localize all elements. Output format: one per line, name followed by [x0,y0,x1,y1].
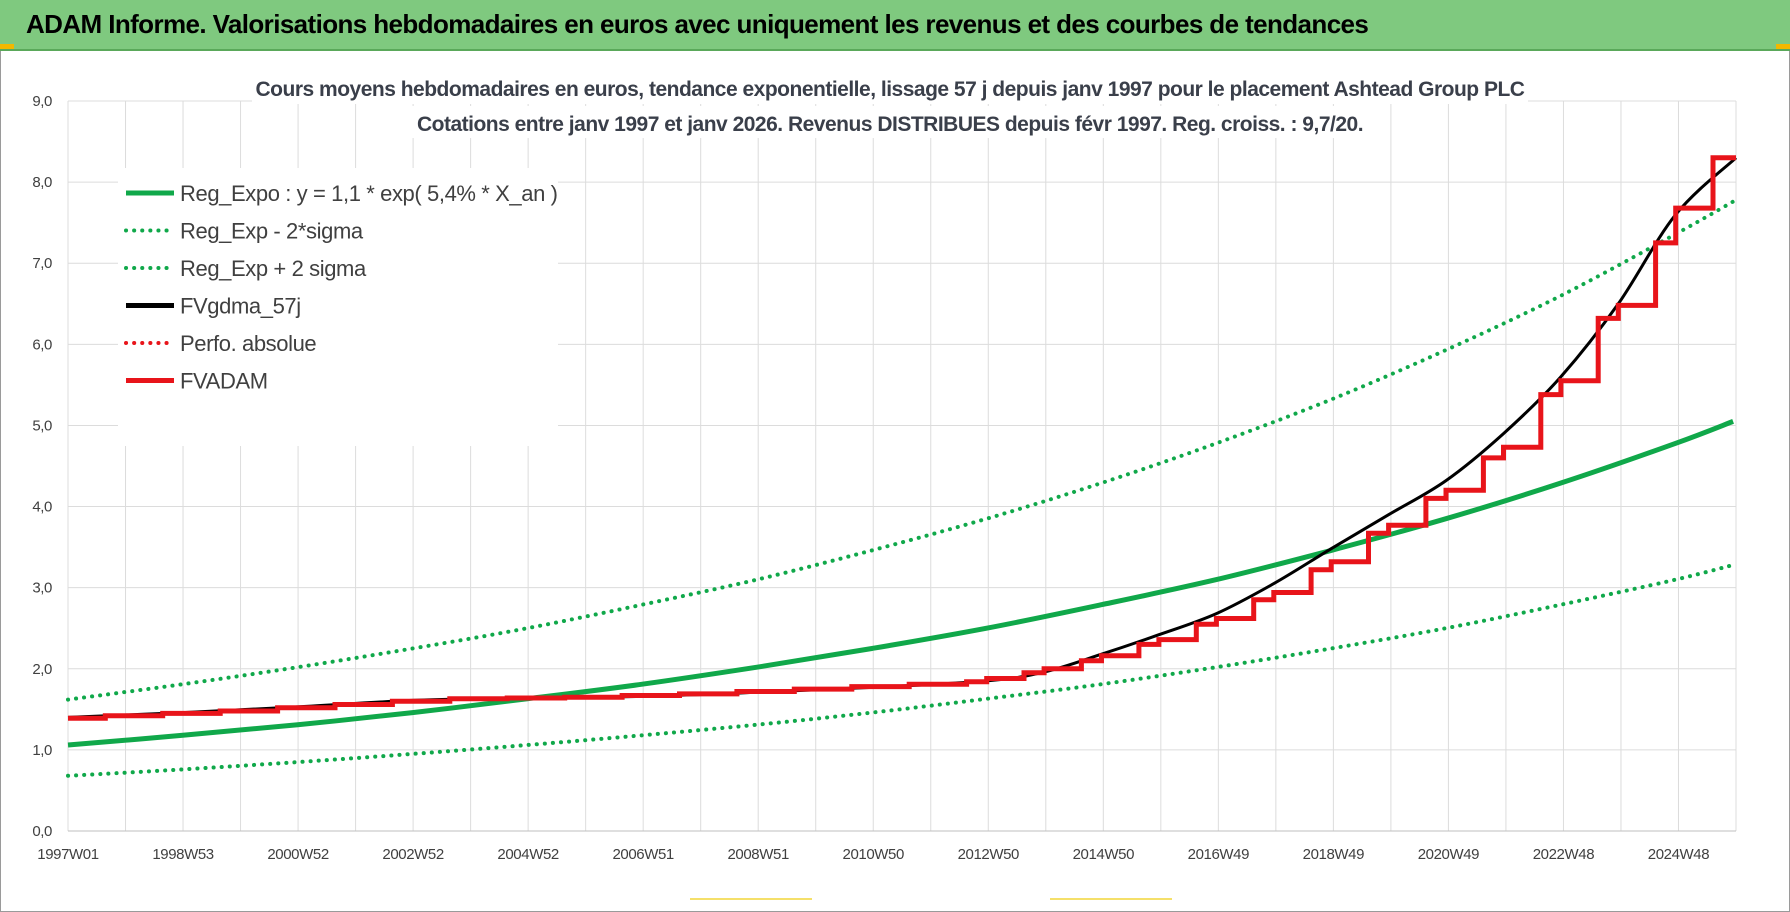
x-tick-label: 2004W52 [497,846,558,863]
legend-label: Reg_Exp - 2*sigma [180,219,364,244]
report-header: ADAM Informe. Valorisations hebdomadaire… [0,0,1790,51]
x-tick-label: 2022W48 [1533,846,1594,863]
chart-subtitle: Cotations entre janv 1997 et janv 2026. … [417,113,1363,136]
x-tick-label: 2016W49 [1188,846,1249,863]
y-tick-label: 7,0 [32,255,52,272]
y-tick-label: 5,0 [32,417,52,434]
y-tick-label: 8,0 [32,174,52,191]
x-tick-label: 2000W52 [267,846,328,863]
x-tick-label: 2010W50 [843,846,904,863]
y-tick-label: 0,0 [32,823,52,840]
legend-label: Reg_Expo : y = 1,1 * exp( 5,4% * X_an ) [180,181,558,206]
chart-series [66,155,1738,778]
x-axis-ticks: 1997W01 1998W53 2000W52 2002W52 2004W52 2006W… [37,846,1709,863]
series-line-0 [67,419,1734,748]
x-tick-label: 2018W49 [1303,846,1364,863]
x-tick-label: 2020W49 [1418,846,1479,863]
legend-label: Perfo. absolue [180,331,316,356]
y-tick-label: 9,0 [32,93,52,110]
x-tick-label: 2014W50 [1073,846,1134,863]
chart-subtitle-bg [412,106,1368,138]
y-tick-label: 4,0 [32,499,52,516]
y-tick-label: 3,0 [32,580,52,597]
x-tick-label: 2012W50 [958,846,1019,863]
series-line-5 [68,155,1736,721]
corner-mark [0,44,14,49]
x-tick-label: 1998W53 [152,846,213,863]
legend-label: Reg_Exp + 2 sigma [180,256,367,281]
chart-legend: Reg_Expo : y = 1,1 * exp( 5,4% * X_an ) R… [124,181,558,394]
chart-title: Cours moyens hebdomadaires en euros, ten… [256,78,1525,101]
x-tick-label: 2024W48 [1648,846,1709,863]
report-title: ADAM Informe. Valorisations hebdomadaire… [26,9,1369,39]
legend-bg [118,168,558,446]
y-tick-label: 2,0 [32,661,52,678]
corner-mark [1776,44,1790,49]
chart-title-bg [252,72,1528,104]
x-tick-label: 2002W52 [382,846,443,863]
x-tick-label: 2008W51 [727,846,788,863]
y-tick-label: 6,0 [32,336,52,353]
x-tick-label: 2006W51 [612,846,673,863]
series-line-1 [66,563,1736,778]
chart: 0,01,02,03,04,05,06,07,08,09,0 1997W01 19… [32,72,1738,900]
legend-label: FVADAM [180,369,268,394]
x-tick-label: 1997W01 [37,846,98,863]
y-axis-ticks: 0,0 1,0 2,0 3,0 4,0 5,0 6,0 7,0 8,0 9,0 [32,93,52,840]
legend-label: FVgdma_57j [180,294,301,319]
y-tick-label: 1,0 [32,742,52,759]
